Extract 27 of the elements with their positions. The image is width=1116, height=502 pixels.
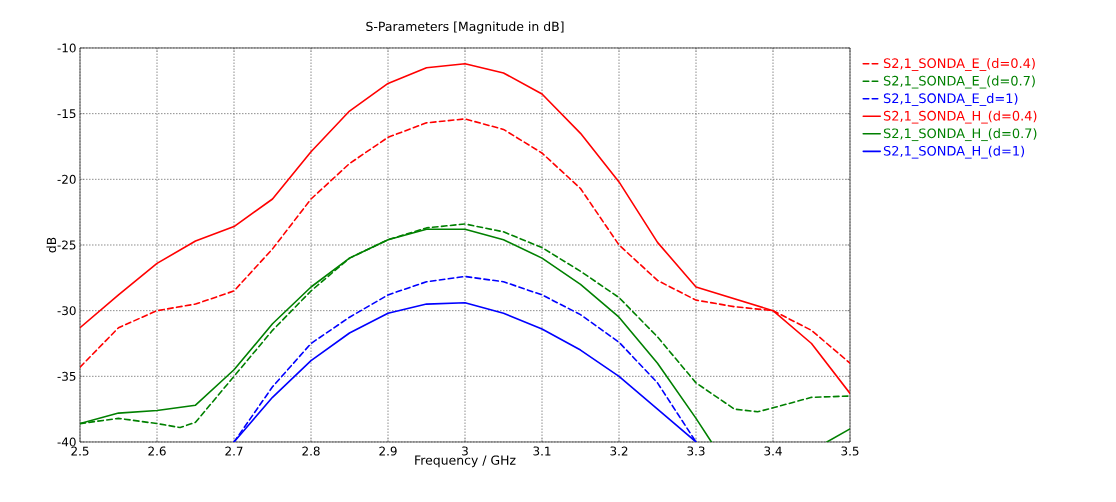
legend-label: S2,1_SONDA_H_(d=0.4) <box>883 110 1037 124</box>
legend-label: S2,1_SONDA_E_(d=0.4) <box>883 58 1035 71</box>
x-tick-label: 3.1 <box>533 446 551 456</box>
x-tick-label: 3 <box>462 446 468 456</box>
legend-label: S2,1_SONDA_E_(d=0.7) <box>883 75 1035 89</box>
x-tick-label: 3.3 <box>687 446 705 456</box>
x-tick-label: 2.5 <box>71 446 89 456</box>
y-tick-label: -35 <box>57 371 76 381</box>
legend-label: S2,1_SONDA_E_d=1) <box>883 93 1018 107</box>
x-tick-label: 2.7 <box>225 446 243 456</box>
x-tick-label: 3.5 <box>841 446 859 456</box>
legend-label: S2,1_SONDA_H_(d=0.7) <box>883 128 1037 142</box>
x-tick-label: 3.4 <box>764 446 782 456</box>
y-tick-label: -10 <box>57 43 76 53</box>
x-axis-title: Frequency / GHz <box>415 455 516 468</box>
y-tick-label: -40 <box>57 437 76 447</box>
chart-title: S-Parameters [Magnitude in dB] <box>366 21 564 34</box>
legend-label: S2,1_SONDA_H_(d=1) <box>883 145 1025 159</box>
y-tick-label: -15 <box>57 109 76 119</box>
y-tick-label: -25 <box>57 240 76 250</box>
y-tick-label: -20 <box>57 174 76 184</box>
x-tick-label: 2.6 <box>148 446 166 456</box>
y-axis-title: dB <box>46 237 57 253</box>
x-tick-label: 2.9 <box>379 446 397 456</box>
y-tick-label: -30 <box>57 306 76 316</box>
x-tick-label: 3.2 <box>610 446 628 456</box>
x-tick-label: 2.8 <box>302 446 320 456</box>
